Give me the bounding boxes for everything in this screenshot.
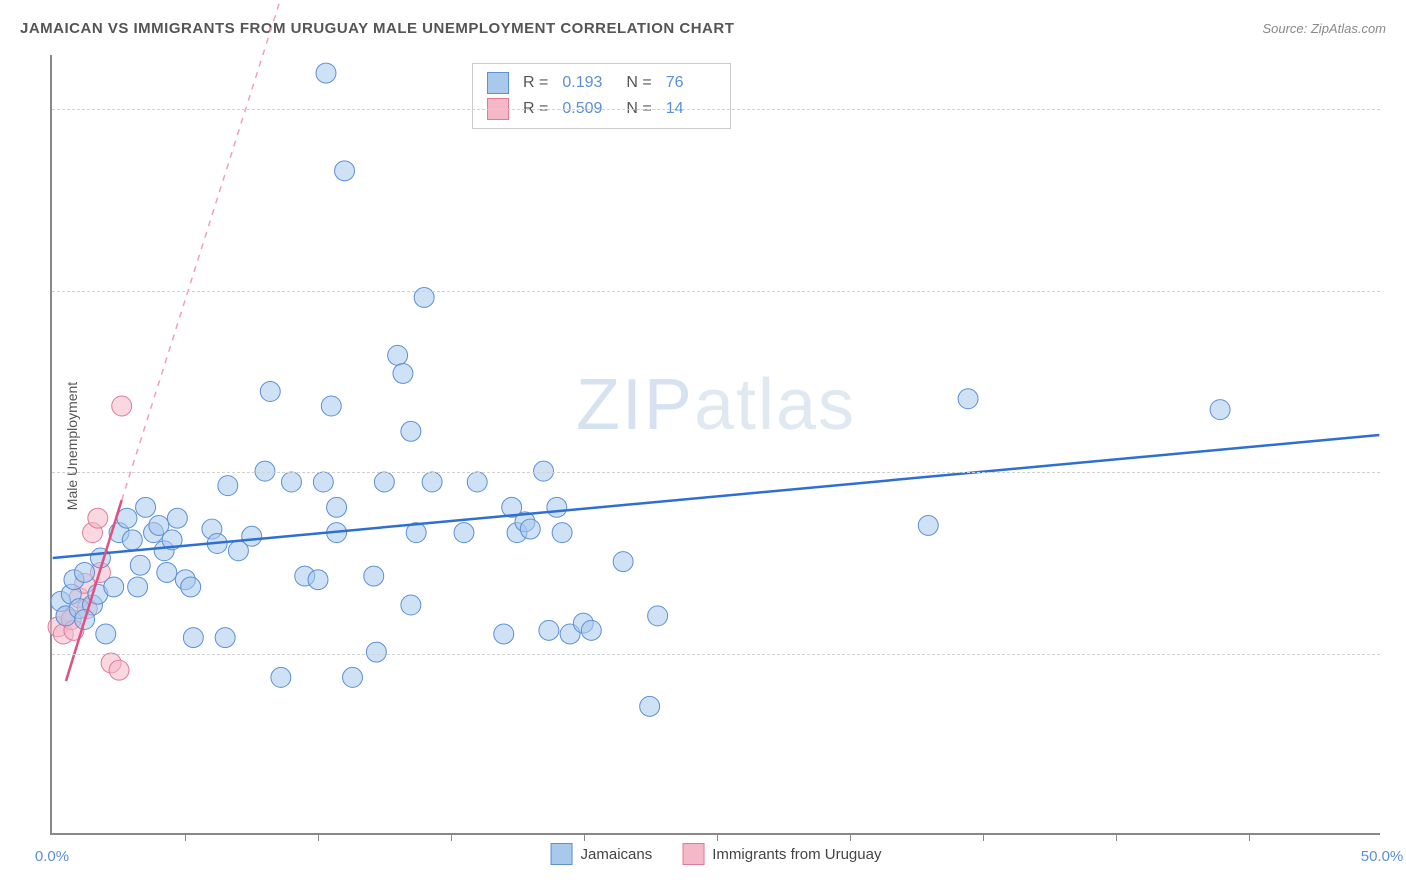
data-point: [539, 620, 559, 640]
chart-title: JAMAICAN VS IMMIGRANTS FROM URUGUAY MALE…: [20, 20, 734, 37]
source-label: Source: ZipAtlas.com: [1262, 21, 1386, 36]
x-tick: [451, 833, 452, 841]
x-tick: [584, 833, 585, 841]
stats-legend: R =0.193N =76R =0.509N =14: [472, 63, 731, 129]
legend-swatch: [487, 72, 509, 94]
legend-item: Jamaicans: [551, 843, 653, 865]
data-point: [122, 530, 142, 550]
n-label: N =: [626, 74, 651, 92]
chart-svg: [52, 55, 1380, 833]
gridline: [52, 472, 1380, 473]
data-point: [388, 345, 408, 365]
data-point: [255, 461, 275, 481]
x-tick: [318, 833, 319, 841]
data-point: [393, 363, 413, 383]
data-point: [218, 476, 238, 496]
n-value: 76: [666, 74, 716, 92]
data-point: [454, 523, 474, 543]
x-tick: [983, 833, 984, 841]
data-point: [136, 497, 156, 517]
x-tick-label: 0.0%: [35, 848, 69, 865]
gridline: [52, 291, 1380, 292]
bottom-legend: Jamaicans Immigrants from Uruguay: [551, 843, 882, 865]
data-point: [343, 667, 363, 687]
y-tick-label: 5.0%: [1390, 645, 1406, 662]
stats-row: R = 0.193 N = 76: [487, 70, 716, 96]
x-tick: [1249, 833, 1250, 841]
data-point: [321, 396, 341, 416]
data-point: [648, 606, 668, 626]
legend-label: Immigrants from Uruguay: [712, 846, 881, 863]
data-point: [613, 552, 633, 572]
data-point: [215, 628, 235, 648]
data-point: [327, 497, 347, 517]
x-tick: [185, 833, 186, 841]
legend-item: Immigrants from Uruguay: [682, 843, 881, 865]
data-point: [640, 696, 660, 716]
data-point: [467, 472, 487, 492]
data-point: [157, 562, 177, 582]
data-point: [282, 472, 302, 492]
data-point: [364, 566, 384, 586]
data-point: [401, 595, 421, 615]
data-point: [1210, 400, 1230, 420]
data-point: [958, 389, 978, 409]
data-point: [242, 526, 262, 546]
data-point: [271, 667, 291, 687]
x-tick: [1116, 833, 1117, 841]
data-point: [183, 628, 203, 648]
data-point: [88, 508, 108, 528]
data-point: [104, 577, 124, 597]
data-point: [534, 461, 554, 481]
data-point: [374, 472, 394, 492]
gridline: [52, 109, 1380, 110]
gridline: [52, 654, 1380, 655]
data-point: [128, 577, 148, 597]
data-point: [335, 161, 355, 181]
data-point: [547, 497, 567, 517]
data-point: [366, 642, 386, 662]
y-tick-label: 10.0%: [1390, 464, 1406, 481]
data-point: [75, 562, 95, 582]
x-tick-label: 50.0%: [1361, 848, 1404, 865]
y-tick-label: 20.0%: [1390, 101, 1406, 118]
legend-swatch: [682, 843, 704, 865]
r-value: 0.193: [562, 74, 612, 92]
data-point: [918, 515, 938, 535]
data-point: [109, 660, 129, 680]
data-point: [422, 472, 442, 492]
data-point: [167, 508, 187, 528]
data-point: [260, 382, 280, 402]
data-point: [181, 577, 201, 597]
data-point: [308, 570, 328, 590]
data-point: [316, 63, 336, 83]
data-point: [117, 508, 137, 528]
data-point: [112, 396, 132, 416]
data-point: [313, 472, 333, 492]
x-tick: [850, 833, 851, 841]
y-tick-label: 15.0%: [1390, 282, 1406, 299]
x-tick: [717, 833, 718, 841]
data-point: [520, 519, 540, 539]
data-point: [552, 523, 572, 543]
r-label: R =: [523, 74, 548, 92]
data-point: [581, 620, 601, 640]
legend-swatch: [551, 843, 573, 865]
data-point: [494, 624, 514, 644]
trend-line: [122, 0, 292, 500]
data-point: [401, 421, 421, 441]
data-point: [130, 555, 150, 575]
data-point: [96, 624, 116, 644]
trend-line: [53, 435, 1380, 558]
legend-label: Jamaicans: [581, 846, 653, 863]
plot-area: ZIPatlas R =0.193N =76R =0.509N =14 Jama…: [50, 55, 1380, 835]
